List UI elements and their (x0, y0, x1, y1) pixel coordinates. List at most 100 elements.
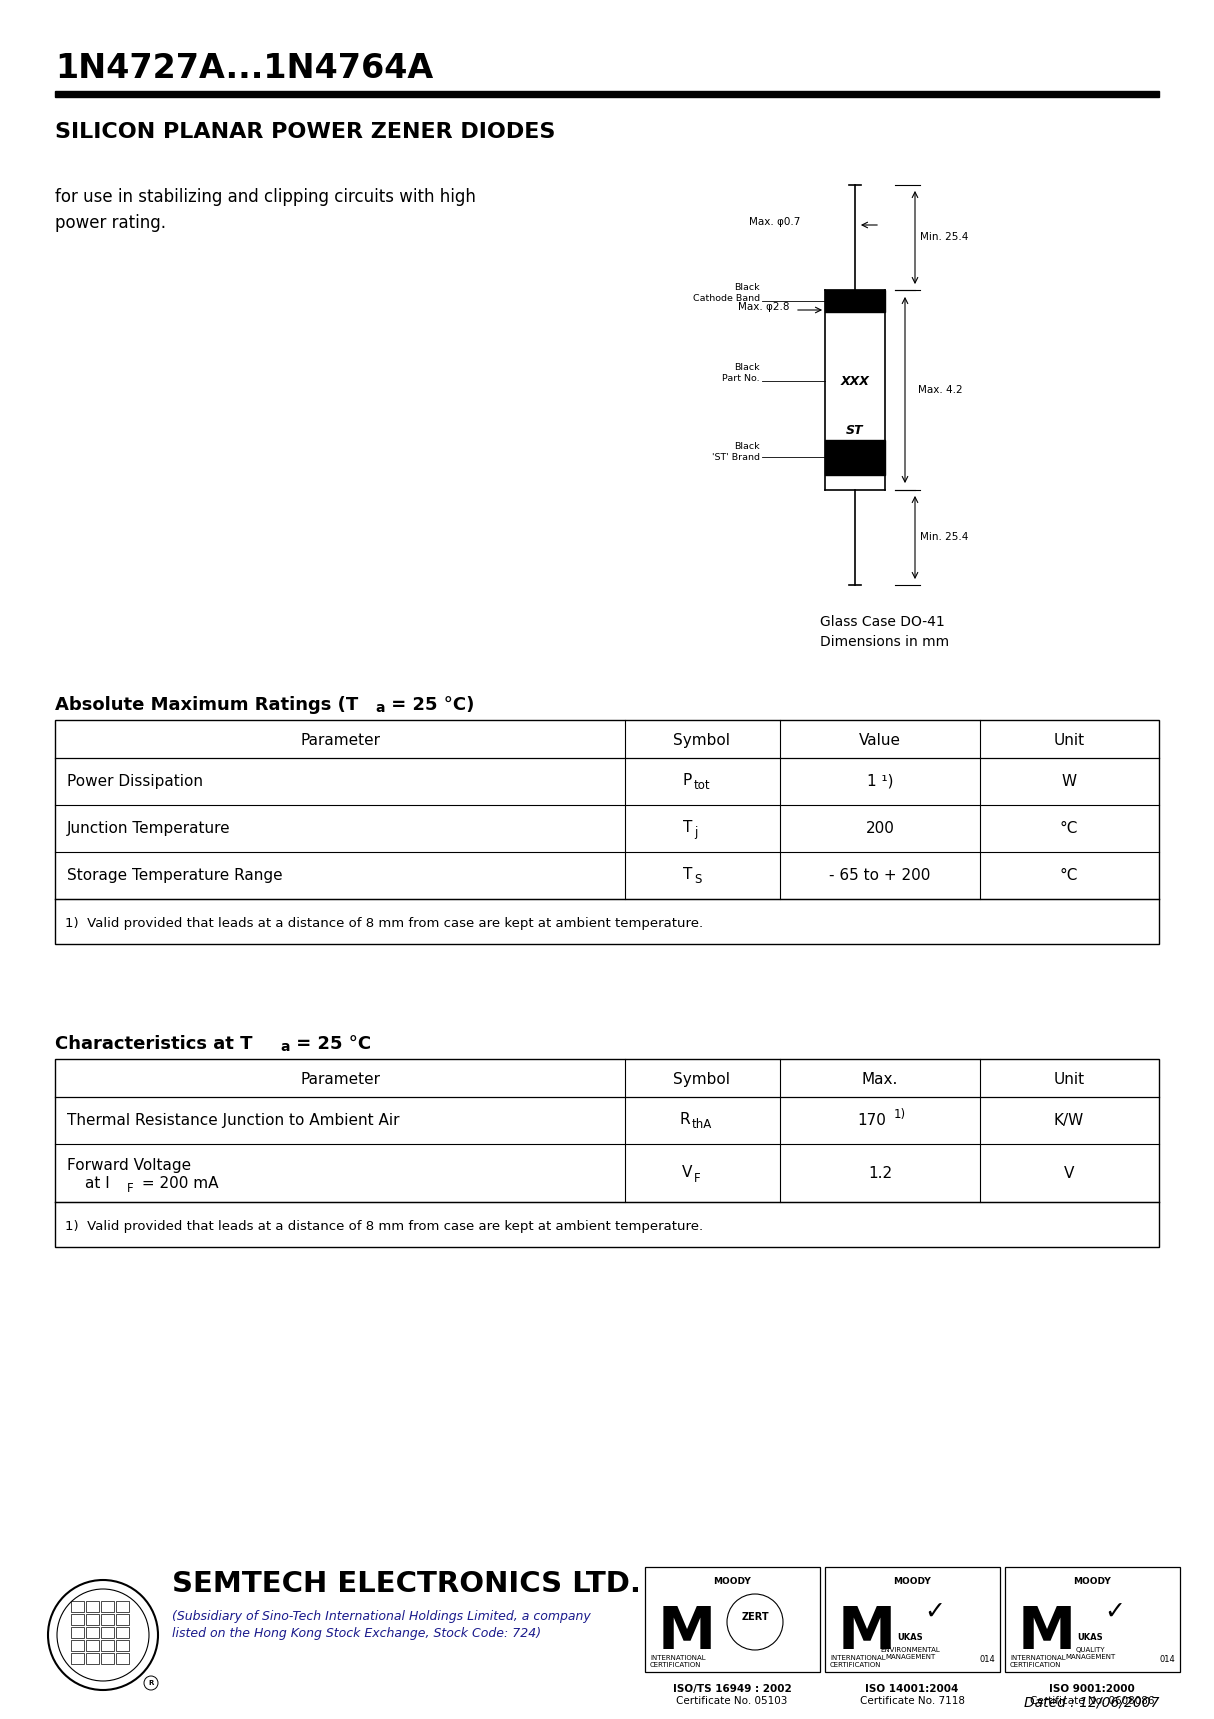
Text: = 25 °C: = 25 °C (290, 1035, 371, 1054)
Text: 170: 170 (857, 1112, 886, 1128)
Text: j: j (694, 825, 697, 839)
Bar (55, 1059, 1159, 1246)
Bar (86, 1600, 100, 1612)
Text: Parameter: Parameter (300, 1071, 380, 1086)
Text: Certificate No. 05103: Certificate No. 05103 (676, 1697, 788, 1705)
Text: INTERNATIONAL
CERTIFICATION: INTERNATIONAL CERTIFICATION (1010, 1655, 1066, 1667)
Bar (86, 1626, 100, 1638)
Text: Min. 25.4: Min. 25.4 (920, 232, 969, 242)
Text: = 25 °C): = 25 °C) (385, 696, 475, 713)
Text: K/W: K/W (1054, 1112, 1084, 1128)
Text: ✓: ✓ (1105, 1600, 1125, 1624)
Text: MOODY: MOODY (713, 1576, 751, 1585)
Text: MOODY: MOODY (1073, 1576, 1111, 1585)
Text: a: a (375, 701, 385, 715)
Text: (Subsidiary of Sino-Tech International Holdings Limited, a company: (Subsidiary of Sino-Tech International H… (172, 1611, 591, 1623)
Bar (826, 291, 885, 313)
Bar (101, 1640, 114, 1650)
Text: 1)  Valid provided that leads at a distance of 8 mm from case are kept at ambien: 1) Valid provided that leads at a distan… (66, 916, 703, 930)
Text: F: F (694, 1172, 700, 1184)
Bar (1005, 1568, 1180, 1673)
Text: 1 ¹): 1 ¹) (867, 774, 894, 789)
Text: V: V (681, 1164, 692, 1179)
Text: Dimensions in mm: Dimensions in mm (819, 634, 949, 650)
Text: F: F (127, 1181, 134, 1195)
Text: T: T (682, 866, 692, 882)
Text: Characteristics at T: Characteristics at T (55, 1035, 253, 1054)
Bar (101, 1626, 114, 1638)
Text: Forward Voltage: Forward Voltage (67, 1157, 191, 1172)
Bar (101, 1614, 114, 1624)
Text: 014: 014 (1159, 1655, 1175, 1664)
Text: Certificate No. 7118: Certificate No. 7118 (860, 1697, 964, 1705)
Text: ST: ST (846, 423, 863, 437)
Text: M: M (658, 1604, 716, 1661)
Text: ENVIRONMENTAL
MANAGEMENT: ENVIRONMENTAL MANAGEMENT (880, 1647, 940, 1661)
Text: Unit: Unit (1054, 732, 1084, 748)
Bar (86, 1654, 100, 1664)
Bar (55, 91, 1159, 96)
Text: Symbol: Symbol (674, 732, 731, 748)
Text: °C: °C (1060, 868, 1078, 882)
Bar (70, 1614, 84, 1624)
Text: tot: tot (694, 779, 710, 791)
Text: Max. φ0.7: Max. φ0.7 (749, 217, 800, 227)
Text: Power Dissipation: Power Dissipation (67, 774, 203, 789)
Text: Value: Value (860, 732, 901, 748)
Text: INTERNATIONAL
CERTIFICATION: INTERNATIONAL CERTIFICATION (649, 1655, 705, 1667)
Text: ISO/TS 16949 : 2002: ISO/TS 16949 : 2002 (673, 1685, 792, 1693)
Bar (826, 1568, 1000, 1673)
Text: Unit: Unit (1054, 1071, 1084, 1086)
Text: Black
Cathode Band: Black Cathode Band (693, 284, 760, 303)
Bar (101, 1654, 114, 1664)
Text: listed on the Hong Kong Stock Exchange, Stock Code: 724): listed on the Hong Kong Stock Exchange, … (172, 1626, 541, 1640)
Bar (101, 1600, 114, 1612)
Bar (70, 1640, 84, 1650)
Text: R: R (680, 1112, 690, 1126)
Text: °C: °C (1060, 820, 1078, 835)
Text: 1)  Valid provided that leads at a distance of 8 mm from case are kept at ambien: 1) Valid provided that leads at a distan… (66, 1219, 703, 1233)
Text: Thermal Resistance Junction to Ambient Air: Thermal Resistance Junction to Ambient A… (67, 1112, 399, 1128)
Text: Certificate No. 0608086: Certificate No. 0608086 (1029, 1697, 1155, 1705)
Bar (117, 1614, 129, 1624)
Text: 1): 1) (894, 1107, 906, 1121)
Text: T: T (682, 820, 692, 834)
Bar (55, 720, 1159, 944)
Text: XXX: XXX (840, 375, 869, 387)
Text: ✓: ✓ (925, 1600, 946, 1624)
Text: a: a (280, 1040, 289, 1054)
Text: 200: 200 (866, 820, 895, 835)
Text: thA: thA (692, 1117, 713, 1131)
Text: SILICON PLANAR POWER ZENER DIODES: SILICON PLANAR POWER ZENER DIODES (55, 122, 555, 143)
Text: M: M (838, 1604, 896, 1661)
Text: Dated : 12/06/2007: Dated : 12/06/2007 (1023, 1695, 1159, 1709)
Text: MOODY: MOODY (894, 1576, 931, 1585)
Text: QUALITY
MANAGEMENT: QUALITY MANAGEMENT (1065, 1647, 1116, 1661)
Text: 1N4727A...1N4764A: 1N4727A...1N4764A (55, 52, 433, 84)
Text: for use in stabilizing and clipping circuits with high
power rating.: for use in stabilizing and clipping circ… (55, 187, 476, 232)
Bar (86, 1614, 100, 1624)
Text: SEMTECH ELECTRONICS LTD.: SEMTECH ELECTRONICS LTD. (172, 1569, 641, 1599)
Text: 1.2: 1.2 (868, 1165, 892, 1181)
Bar (645, 1568, 819, 1673)
Text: ZERT: ZERT (742, 1612, 768, 1623)
Text: Black
'ST' Brand: Black 'ST' Brand (711, 442, 760, 462)
Bar (117, 1640, 129, 1650)
Text: Symbol: Symbol (674, 1071, 731, 1086)
Bar (117, 1626, 129, 1638)
Text: UKAS: UKAS (897, 1633, 923, 1642)
Text: P: P (682, 772, 692, 787)
Text: R: R (148, 1679, 154, 1686)
Text: S: S (694, 873, 702, 885)
Text: Max. 4.2: Max. 4.2 (918, 385, 963, 395)
Text: M: M (1017, 1604, 1076, 1661)
Text: ISO 14001:2004: ISO 14001:2004 (866, 1685, 959, 1693)
Text: W: W (1061, 774, 1077, 789)
Bar (86, 1640, 100, 1650)
Bar (117, 1600, 129, 1612)
Text: Max. φ2.8: Max. φ2.8 (738, 303, 790, 313)
Text: = 200 mA: = 200 mA (137, 1176, 219, 1191)
Text: V: V (1063, 1165, 1074, 1181)
Text: Absolute Maximum Ratings (T: Absolute Maximum Ratings (T (55, 696, 358, 713)
Text: ISO 9001:2000: ISO 9001:2000 (1049, 1685, 1135, 1693)
